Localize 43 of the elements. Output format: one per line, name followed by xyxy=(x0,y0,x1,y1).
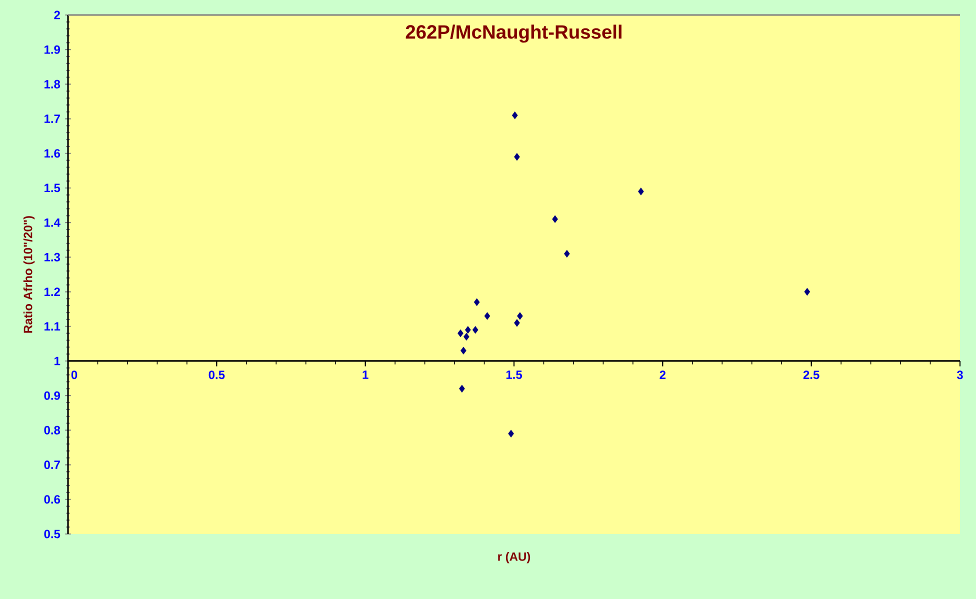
point xyxy=(472,326,478,334)
point xyxy=(460,346,466,354)
y-tick-label: 0.8 xyxy=(44,426,60,434)
x-tick-label: 0.5 xyxy=(208,370,225,380)
y-tick-label: 0.7 xyxy=(44,460,60,470)
point xyxy=(508,430,514,438)
x-axis-title: r (AU) xyxy=(498,552,530,564)
y-tick-label: 0.9 xyxy=(44,391,60,400)
point xyxy=(564,250,570,258)
y-tick-label: 1.2 xyxy=(44,288,60,296)
y-tick-label: 1 xyxy=(54,356,60,366)
y-tick-label: 1.5 xyxy=(44,184,60,192)
x-tick-label: 3 xyxy=(956,370,963,380)
point xyxy=(458,330,464,338)
point xyxy=(474,298,480,306)
point xyxy=(552,215,558,223)
y-tick-label: 2 xyxy=(54,10,60,20)
point xyxy=(514,153,520,161)
point xyxy=(514,319,520,327)
y-tick-label: 0.5 xyxy=(44,530,60,538)
x-tick-label: 1 xyxy=(362,370,368,379)
point xyxy=(804,288,810,296)
x-tick-label: 2.5 xyxy=(803,370,820,380)
point xyxy=(517,312,523,320)
y-tick-label: 1.6 xyxy=(44,149,60,158)
x-tick-label: 0 xyxy=(71,370,78,380)
point xyxy=(484,312,490,320)
point xyxy=(464,333,470,341)
chart-title: 262P/McNaught-Russell xyxy=(406,24,622,43)
y-tick-label: 1.1 xyxy=(44,322,60,331)
y-tick-label: 1.8 xyxy=(44,80,60,88)
point xyxy=(459,384,465,392)
x-tick-label: 2 xyxy=(660,370,666,379)
point xyxy=(638,188,644,196)
point xyxy=(512,112,518,120)
y-tick-label: 0.6 xyxy=(44,495,60,504)
y-tick-label: 1.3 xyxy=(44,252,60,262)
x-tick-label: 1.5 xyxy=(506,370,522,379)
y-tick-label: 1.9 xyxy=(44,45,60,54)
y-tick-label: 1.4 xyxy=(44,218,60,227)
y-tick-label: 1.7 xyxy=(44,114,60,123)
point xyxy=(465,326,471,334)
y-axis-title: Ratio Afrho (10"/20") xyxy=(23,216,35,333)
